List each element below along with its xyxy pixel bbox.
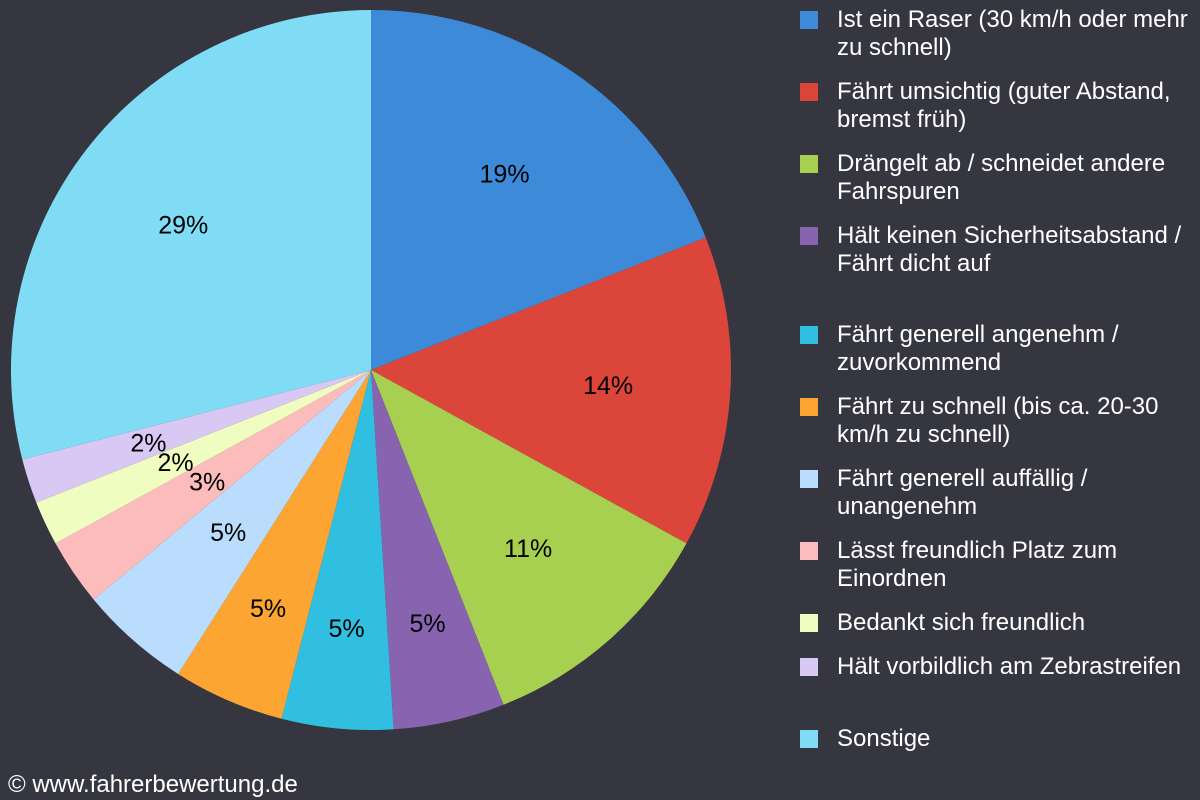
legend-item: Fährt umsichtig (guter Abstand, bremst f… xyxy=(800,78,1192,134)
pie-slice xyxy=(22,370,372,503)
legend-label: Lässt freundlich Platz zum Einordnen xyxy=(837,537,1118,592)
legend-label: Ist ein Raser (30 km/h oder mehr zu schn… xyxy=(837,6,1188,61)
pie-slice xyxy=(371,10,706,370)
data-label: 29% xyxy=(158,211,208,239)
pie-slice xyxy=(55,370,371,600)
legend-swatch xyxy=(800,11,818,29)
pie-slice xyxy=(371,370,687,705)
legend-swatch xyxy=(800,326,818,344)
data-label: 5% xyxy=(329,615,365,643)
data-label: 19% xyxy=(480,160,530,188)
legend-label: Sonstige xyxy=(837,725,931,752)
data-label: 5% xyxy=(250,595,286,623)
legend-item: Hält keinen Sicherheitsabstand / Fährt d… xyxy=(800,222,1192,278)
pie-slice xyxy=(93,370,371,674)
legend-swatch xyxy=(800,658,818,676)
legend-swatch xyxy=(800,83,818,101)
legend-label: Drängelt ab / schneidet andere Fahrspure… xyxy=(837,150,1166,205)
data-label: 5% xyxy=(409,610,445,638)
pie-slice xyxy=(36,370,372,544)
legend-label: Fährt generell angenehm / zuvorkommend xyxy=(837,321,1119,376)
legend-item: Fährt generell auffällig / unangenehm xyxy=(800,465,1192,521)
data-label: 5% xyxy=(210,519,246,547)
data-label: 2% xyxy=(130,429,166,457)
legend-label: Hält keinen Sicherheitsabstand / Fährt d… xyxy=(837,222,1182,277)
data-label: 11% xyxy=(504,535,552,563)
legend-swatch xyxy=(800,730,818,748)
legend-swatch xyxy=(800,614,818,632)
copyright: © www.fahrerbewertung.de xyxy=(8,771,298,798)
legend-label: Fährt umsichtig (guter Abstand, bremst f… xyxy=(837,78,1171,133)
legend-item: Fährt zu schnell (bis ca. 20-30 km/h zu … xyxy=(800,393,1192,449)
legend-label: Bedankt sich freundlich xyxy=(837,609,1086,636)
legend-item: Drängelt ab / schneidet andere Fahrspure… xyxy=(800,150,1192,206)
legend-label: Fährt generell auffällig / unangenehm xyxy=(837,465,1088,520)
data-label: 3% xyxy=(189,468,225,496)
pie-slice xyxy=(371,237,731,544)
data-label: 14% xyxy=(583,372,633,400)
legend-swatch xyxy=(800,542,818,560)
pie-slice xyxy=(10,10,371,460)
legend-item: Ist ein Raser (30 km/h oder mehr zu schn… xyxy=(800,6,1192,62)
legend-item: Lässt freundlich Platz zum Einordnen xyxy=(800,537,1192,593)
data-label: 2% xyxy=(157,449,193,477)
legend-swatch xyxy=(800,398,818,416)
legend-item: Bedankt sich freundlich xyxy=(800,609,1192,637)
pie-slice xyxy=(371,370,504,730)
pie-slice xyxy=(281,370,394,730)
legend-swatch xyxy=(800,227,818,245)
legend-label: Hält vorbildlich am Zebrastreifen xyxy=(837,653,1182,680)
legend-item: Hält vorbildlich am Zebrastreifen xyxy=(800,653,1192,681)
legend-swatch xyxy=(800,155,818,173)
legend-swatch xyxy=(800,470,818,488)
pie-chart: 19%14%11%5%5%5%5%3%2%2%29% xyxy=(10,10,731,730)
legend-item: Fährt generell angenehm / zuvorkommend xyxy=(800,321,1192,377)
legend-item: Sonstige xyxy=(800,725,1192,753)
legend-label: Fährt zu schnell (bis ca. 20-30 km/h zu … xyxy=(837,393,1159,448)
pie-slice xyxy=(178,370,371,719)
